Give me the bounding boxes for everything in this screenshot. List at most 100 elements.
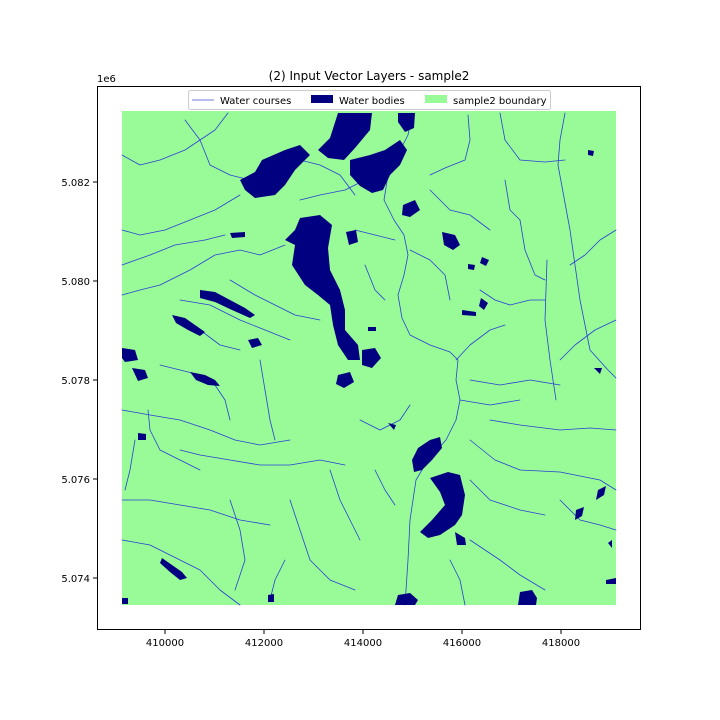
water-body [455,532,466,545]
y-axis [93,181,98,579]
water-body [268,594,274,602]
y-offset-label: 1e6 [97,74,116,85]
water-course [455,324,506,361]
water-body [420,472,465,538]
water-body [160,558,187,580]
x-tick-label: 410000 [146,638,184,649]
water-body [362,348,381,368]
water-course [469,479,546,516]
water-course [299,159,356,196]
water-course [121,244,286,296]
x-axis [164,629,562,634]
water-course [544,259,557,401]
water-course [469,379,561,386]
y-tick-label: 5.078 [61,376,90,387]
water-course [559,499,617,531]
water-course [121,112,229,166]
water-body [388,423,396,430]
water-course [269,559,286,601]
water-course [121,539,241,606]
water-course [121,409,291,446]
water-course [179,449,346,466]
water-body [594,368,602,374]
x-tick-label: 416000 [443,638,481,649]
x-tick-label: 414000 [344,638,382,649]
water-bodies-swatch [311,95,333,103]
x-tick-label: 412000 [245,638,283,649]
water-body [606,578,616,584]
water-course [289,499,356,591]
legend-label-water-bodies: Water bodies [339,96,405,107]
water-body [479,298,488,310]
water-course [329,469,361,541]
water-course [121,194,241,236]
water-body [122,598,128,604]
water-course [179,299,291,341]
water-body [368,327,376,331]
water-body [172,315,205,336]
water-body [596,486,606,500]
water-course [229,499,246,591]
water-course [479,289,546,306]
y-tick-label: 5.082 [61,178,90,189]
water-body [402,200,420,217]
water-body [480,257,489,266]
water-body [132,368,148,381]
water-courses-layer [121,112,617,606]
y-tick-label: 5.080 [61,277,90,288]
water-body [248,338,262,348]
water-course [364,264,386,301]
water-body [230,232,245,238]
water-body [468,264,475,270]
water-course [374,469,396,506]
water-course [409,249,451,301]
water-body [350,140,407,193]
water-course [569,229,617,266]
water-body [336,372,354,388]
water-course [184,119,251,181]
boundary-swatch [425,95,447,103]
legend-label-water-courses: Water courses [220,96,291,107]
water-body [318,113,372,160]
water-course [429,114,471,176]
map-title: (2) Input Vector Layers - sample2 [269,69,470,83]
water-body [122,348,138,362]
x-tick-label: 418000 [542,638,580,649]
water-course [124,439,136,491]
water-body [346,230,358,245]
legend: Water courses Water bodies sample2 bound… [188,90,551,110]
water-body [575,507,584,520]
water-course [557,112,617,379]
water-course [459,399,521,406]
water-course [519,219,546,281]
water-body [138,433,146,440]
water-course [429,189,491,231]
water-course [499,112,566,163]
water-course [147,409,201,471]
legend-box [188,90,551,110]
water-body [190,372,220,386]
water-course [469,439,617,491]
water-course [449,559,466,606]
water-course [354,229,396,241]
water-course [504,179,521,221]
water-course [469,539,546,591]
y-tick-label: 5.074 [61,574,90,585]
water-course [121,499,271,526]
water-course [559,319,617,361]
water-course [259,359,276,441]
water-body [412,437,442,472]
water-body [395,593,418,605]
water-body [518,590,537,605]
water-course [199,329,241,351]
water-body [608,540,612,548]
water-body [588,150,594,156]
water-course [121,234,226,266]
water-body [462,310,476,316]
water-body [200,290,255,318]
water-body [398,113,415,132]
water-course [229,279,321,321]
water-bodies-layer [122,113,616,605]
water-body [285,215,360,360]
y-tick-label: 5.076 [61,475,90,486]
